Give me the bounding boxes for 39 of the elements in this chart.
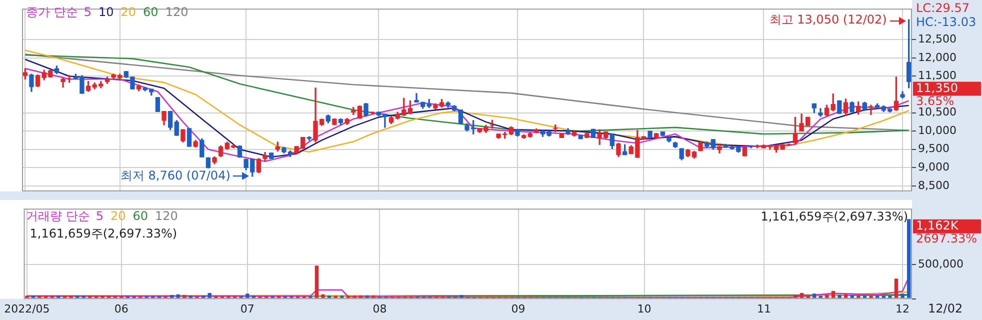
text: 11,350 — [916, 80, 958, 95]
x-tick-label: 11 — [756, 302, 771, 316]
text: 5 — [84, 5, 92, 19]
annotation: 1,161,659주(2,697.33%) — [30, 226, 178, 241]
text: 1,162K — [916, 218, 960, 233]
y-tick-label: 10,500 — [918, 106, 956, 119]
text: LC:29.57 — [916, 1, 970, 16]
text: 120 — [155, 209, 178, 223]
x-tick-label: 07 — [240, 302, 254, 316]
x-tick-label: 06 — [114, 302, 128, 316]
x-tick-label: 08 — [372, 302, 387, 316]
text: HC:-13.03 — [916, 15, 976, 30]
text: 5 — [96, 209, 104, 223]
annotation: 1,161,659주(2,697.33%) — [760, 210, 908, 224]
text: 120 — [165, 5, 188, 19]
annotation: 최저 8,760 (07/04) — [120, 168, 230, 183]
text: 20 — [110, 209, 126, 223]
y-tick-label: 12,500 — [918, 32, 956, 46]
y-tick-label: 12,000 — [918, 50, 956, 64]
y-tick-label: 10,000 — [918, 124, 956, 137]
x-tick-label: 2022/05 — [4, 302, 50, 316]
legend-title: 거래량 단순 — [26, 209, 90, 223]
text: 60 — [143, 5, 158, 19]
y-tick-label: 9,500 — [918, 142, 950, 156]
x-tick-label: 12 — [896, 302, 910, 316]
text: 2697.33% — [916, 232, 978, 246]
x-tick-label: 10 — [637, 302, 652, 316]
text: 60 — [132, 209, 148, 223]
text: 3.65% — [916, 94, 954, 108]
y-tick-label: 9,000 — [918, 160, 950, 174]
y-tick-label: 11,500 — [918, 69, 956, 82]
text: 10 — [98, 5, 114, 19]
y-tick-label: 500,000 — [918, 257, 964, 270]
text: 20 — [120, 5, 136, 19]
text: 12/02 — [928, 302, 963, 316]
y-tick-label: 8,500 — [918, 178, 950, 192]
x-tick-label: 09 — [511, 302, 526, 316]
legend-title: 종가 단순 — [26, 5, 78, 19]
annotation: 최고 13,050 (12/02) — [769, 12, 887, 27]
